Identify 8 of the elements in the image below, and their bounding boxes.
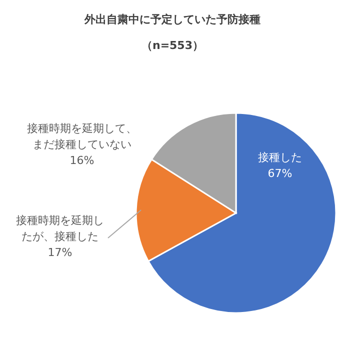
slice-label: 接種時期を延期したが、接種した bbox=[16, 214, 104, 243]
chart-subtitle: （n=553） bbox=[140, 38, 204, 54]
slice-label: 接種した bbox=[258, 151, 302, 164]
slice-label: 接種時期を延期して、まだ接種していない bbox=[27, 122, 137, 151]
data-label: 16% bbox=[70, 154, 94, 167]
chart-title: 外出自粛中に予定していた予防接種 bbox=[83, 12, 262, 28]
data-label: 17% bbox=[48, 246, 72, 259]
data-label: 67% bbox=[268, 167, 292, 180]
